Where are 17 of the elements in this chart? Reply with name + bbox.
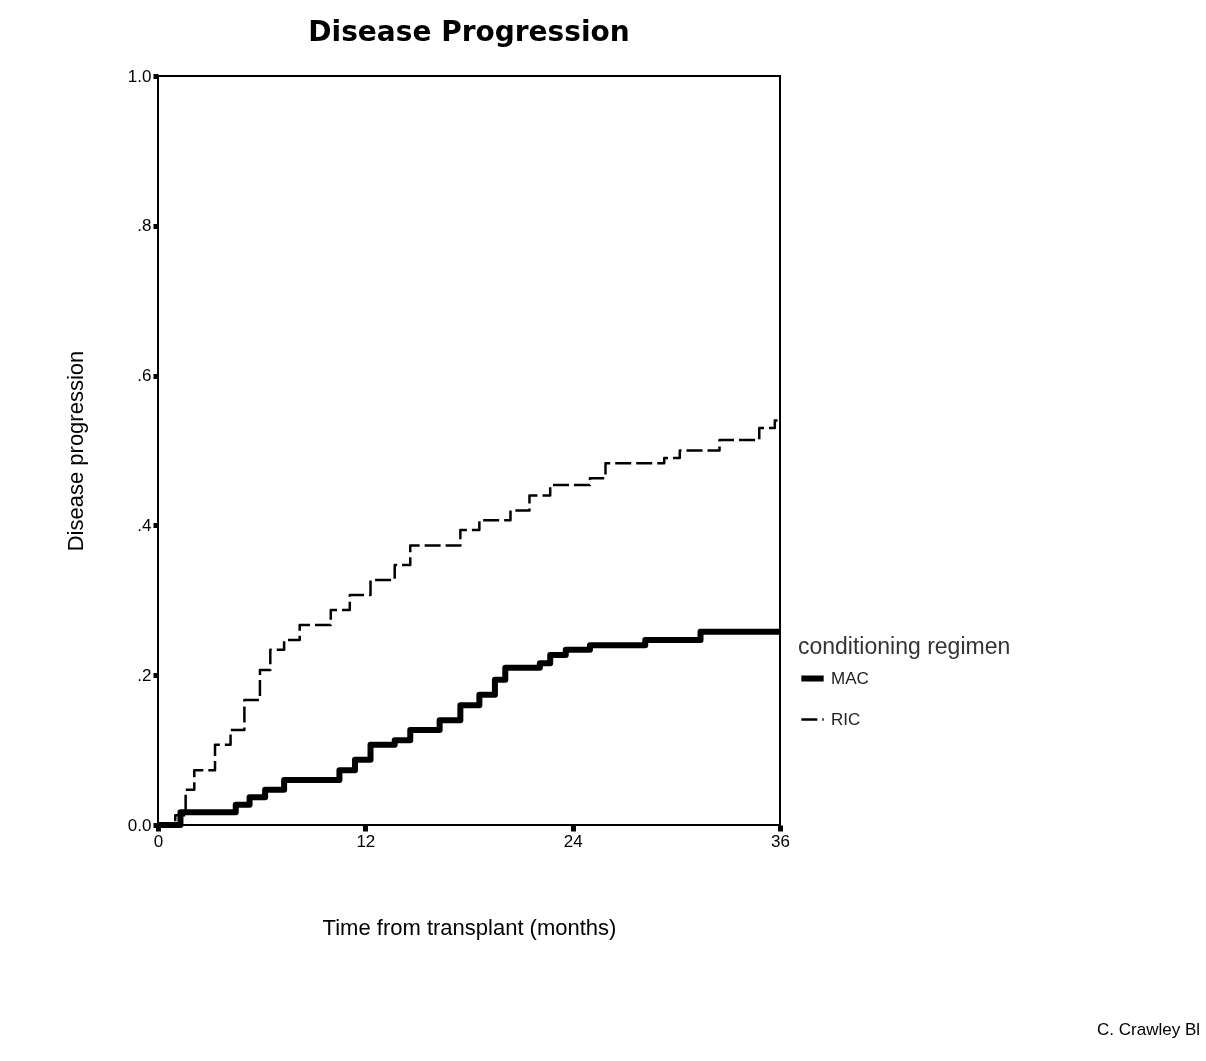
- y-axis-title: Disease progression: [62, 350, 88, 552]
- y-tick-label: 1.0: [127, 66, 152, 86]
- x-tick-label: 24: [563, 831, 583, 851]
- legend-title: conditioning regimen: [798, 633, 1011, 659]
- legend-label: MAC: [831, 668, 869, 688]
- x-tick-label: 0: [153, 831, 164, 851]
- x-tick-label: 12: [356, 831, 376, 851]
- y-tick-label: .6: [137, 366, 152, 386]
- y-tick-label: .2: [137, 665, 152, 685]
- chart-title: Disease Progression: [308, 15, 630, 48]
- x-axis-title: Time from transplant (months): [322, 914, 617, 940]
- x-tick-label: 36: [771, 831, 790, 851]
- y-tick-label: .8: [137, 216, 152, 236]
- legend-label: RIC: [831, 709, 861, 729]
- y-tick-label: 0.0: [127, 815, 152, 835]
- y-tick-label: .4: [137, 515, 152, 535]
- text: C. Crawley Bl: [1097, 1020, 1200, 1040]
